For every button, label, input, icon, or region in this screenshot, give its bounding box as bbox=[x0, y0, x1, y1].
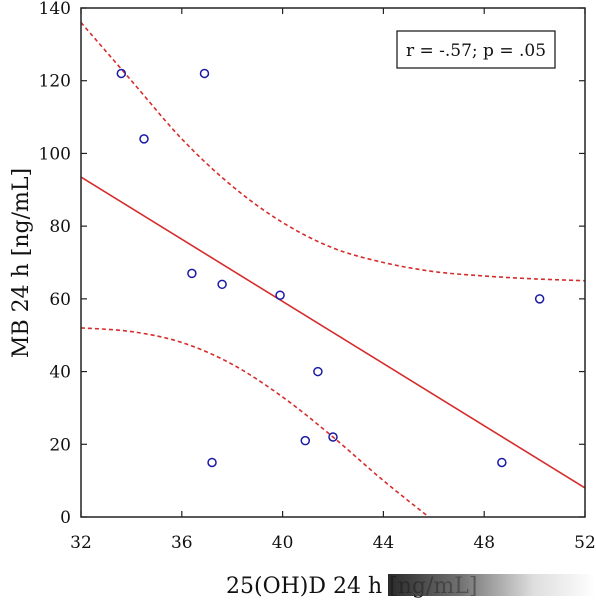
data-point bbox=[497, 457, 507, 468]
lower-confidence-band bbox=[81, 327, 430, 517]
data-point bbox=[217, 279, 227, 290]
data-point bbox=[116, 68, 127, 79]
x-tick-label: 52 bbox=[574, 533, 596, 553]
data-point bbox=[187, 268, 197, 279]
data-point bbox=[199, 68, 210, 79]
annotation-text: r = -.57; p = .05 bbox=[406, 41, 546, 61]
upper-confidence-band bbox=[81, 21, 585, 282]
y-axis-title: MB 24 h [ng/mL] bbox=[9, 168, 34, 358]
y-tick-label: 0 bbox=[60, 508, 71, 528]
plot-frame bbox=[80, 7, 586, 518]
data-point bbox=[300, 435, 311, 446]
x-tick-label: 36 bbox=[171, 533, 193, 553]
y-tick-label: 120 bbox=[39, 72, 71, 92]
y-tick-label: 60 bbox=[49, 290, 71, 310]
x-tick-label: 48 bbox=[473, 533, 495, 553]
data-point bbox=[328, 432, 338, 442]
data-point bbox=[534, 294, 545, 304]
y-tick-label: 20 bbox=[49, 435, 71, 455]
x-tick-label: 32 bbox=[70, 533, 92, 553]
x-axis-title-fade bbox=[388, 574, 596, 596]
stats-annotation: r = -.57; p = .05 bbox=[396, 30, 556, 69]
y-tick-label: 40 bbox=[49, 363, 71, 383]
tick-layer: 32 36 40 44 48 52 0 20 40 60 80 100 120 140 bbox=[39, 0, 596, 553]
data-point bbox=[207, 457, 217, 468]
data-point bbox=[313, 366, 323, 377]
y-tick-label: 140 bbox=[39, 0, 71, 19]
x-tick-label: 44 bbox=[373, 533, 395, 553]
y-tick-label: 100 bbox=[39, 144, 71, 164]
annotation-box bbox=[396, 30, 556, 69]
data-point bbox=[275, 290, 285, 300]
x-tick-label: 40 bbox=[272, 533, 294, 553]
data-point bbox=[139, 134, 149, 144]
regression-line bbox=[81, 176, 585, 489]
fit-curves bbox=[81, 21, 585, 517]
y-tick-label: 80 bbox=[49, 217, 71, 237]
data-points bbox=[116, 68, 545, 468]
